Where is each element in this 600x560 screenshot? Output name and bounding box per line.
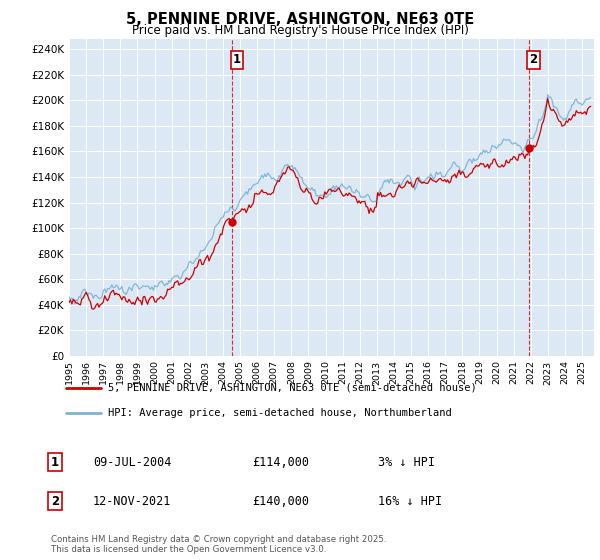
Text: 1: 1: [233, 53, 241, 66]
Text: 5, PENNINE DRIVE, ASHINGTON, NE63 0TE (semi-detached house): 5, PENNINE DRIVE, ASHINGTON, NE63 0TE (s…: [108, 382, 477, 393]
Text: Price paid vs. HM Land Registry's House Price Index (HPI): Price paid vs. HM Land Registry's House …: [131, 24, 469, 36]
Text: 09-JUL-2004: 09-JUL-2004: [93, 455, 172, 469]
Text: 2: 2: [51, 494, 59, 508]
Text: Contains HM Land Registry data © Crown copyright and database right 2025.
This d: Contains HM Land Registry data © Crown c…: [51, 535, 386, 554]
Text: £114,000: £114,000: [252, 455, 309, 469]
Text: 5, PENNINE DRIVE, ASHINGTON, NE63 0TE: 5, PENNINE DRIVE, ASHINGTON, NE63 0TE: [126, 12, 474, 27]
Text: 1: 1: [51, 455, 59, 469]
Text: HPI: Average price, semi-detached house, Northumberland: HPI: Average price, semi-detached house,…: [108, 408, 452, 418]
Text: 12-NOV-2021: 12-NOV-2021: [93, 494, 172, 508]
Text: 16% ↓ HPI: 16% ↓ HPI: [378, 494, 442, 508]
Text: £140,000: £140,000: [252, 494, 309, 508]
Text: 2: 2: [530, 53, 538, 66]
Text: 3% ↓ HPI: 3% ↓ HPI: [378, 455, 435, 469]
